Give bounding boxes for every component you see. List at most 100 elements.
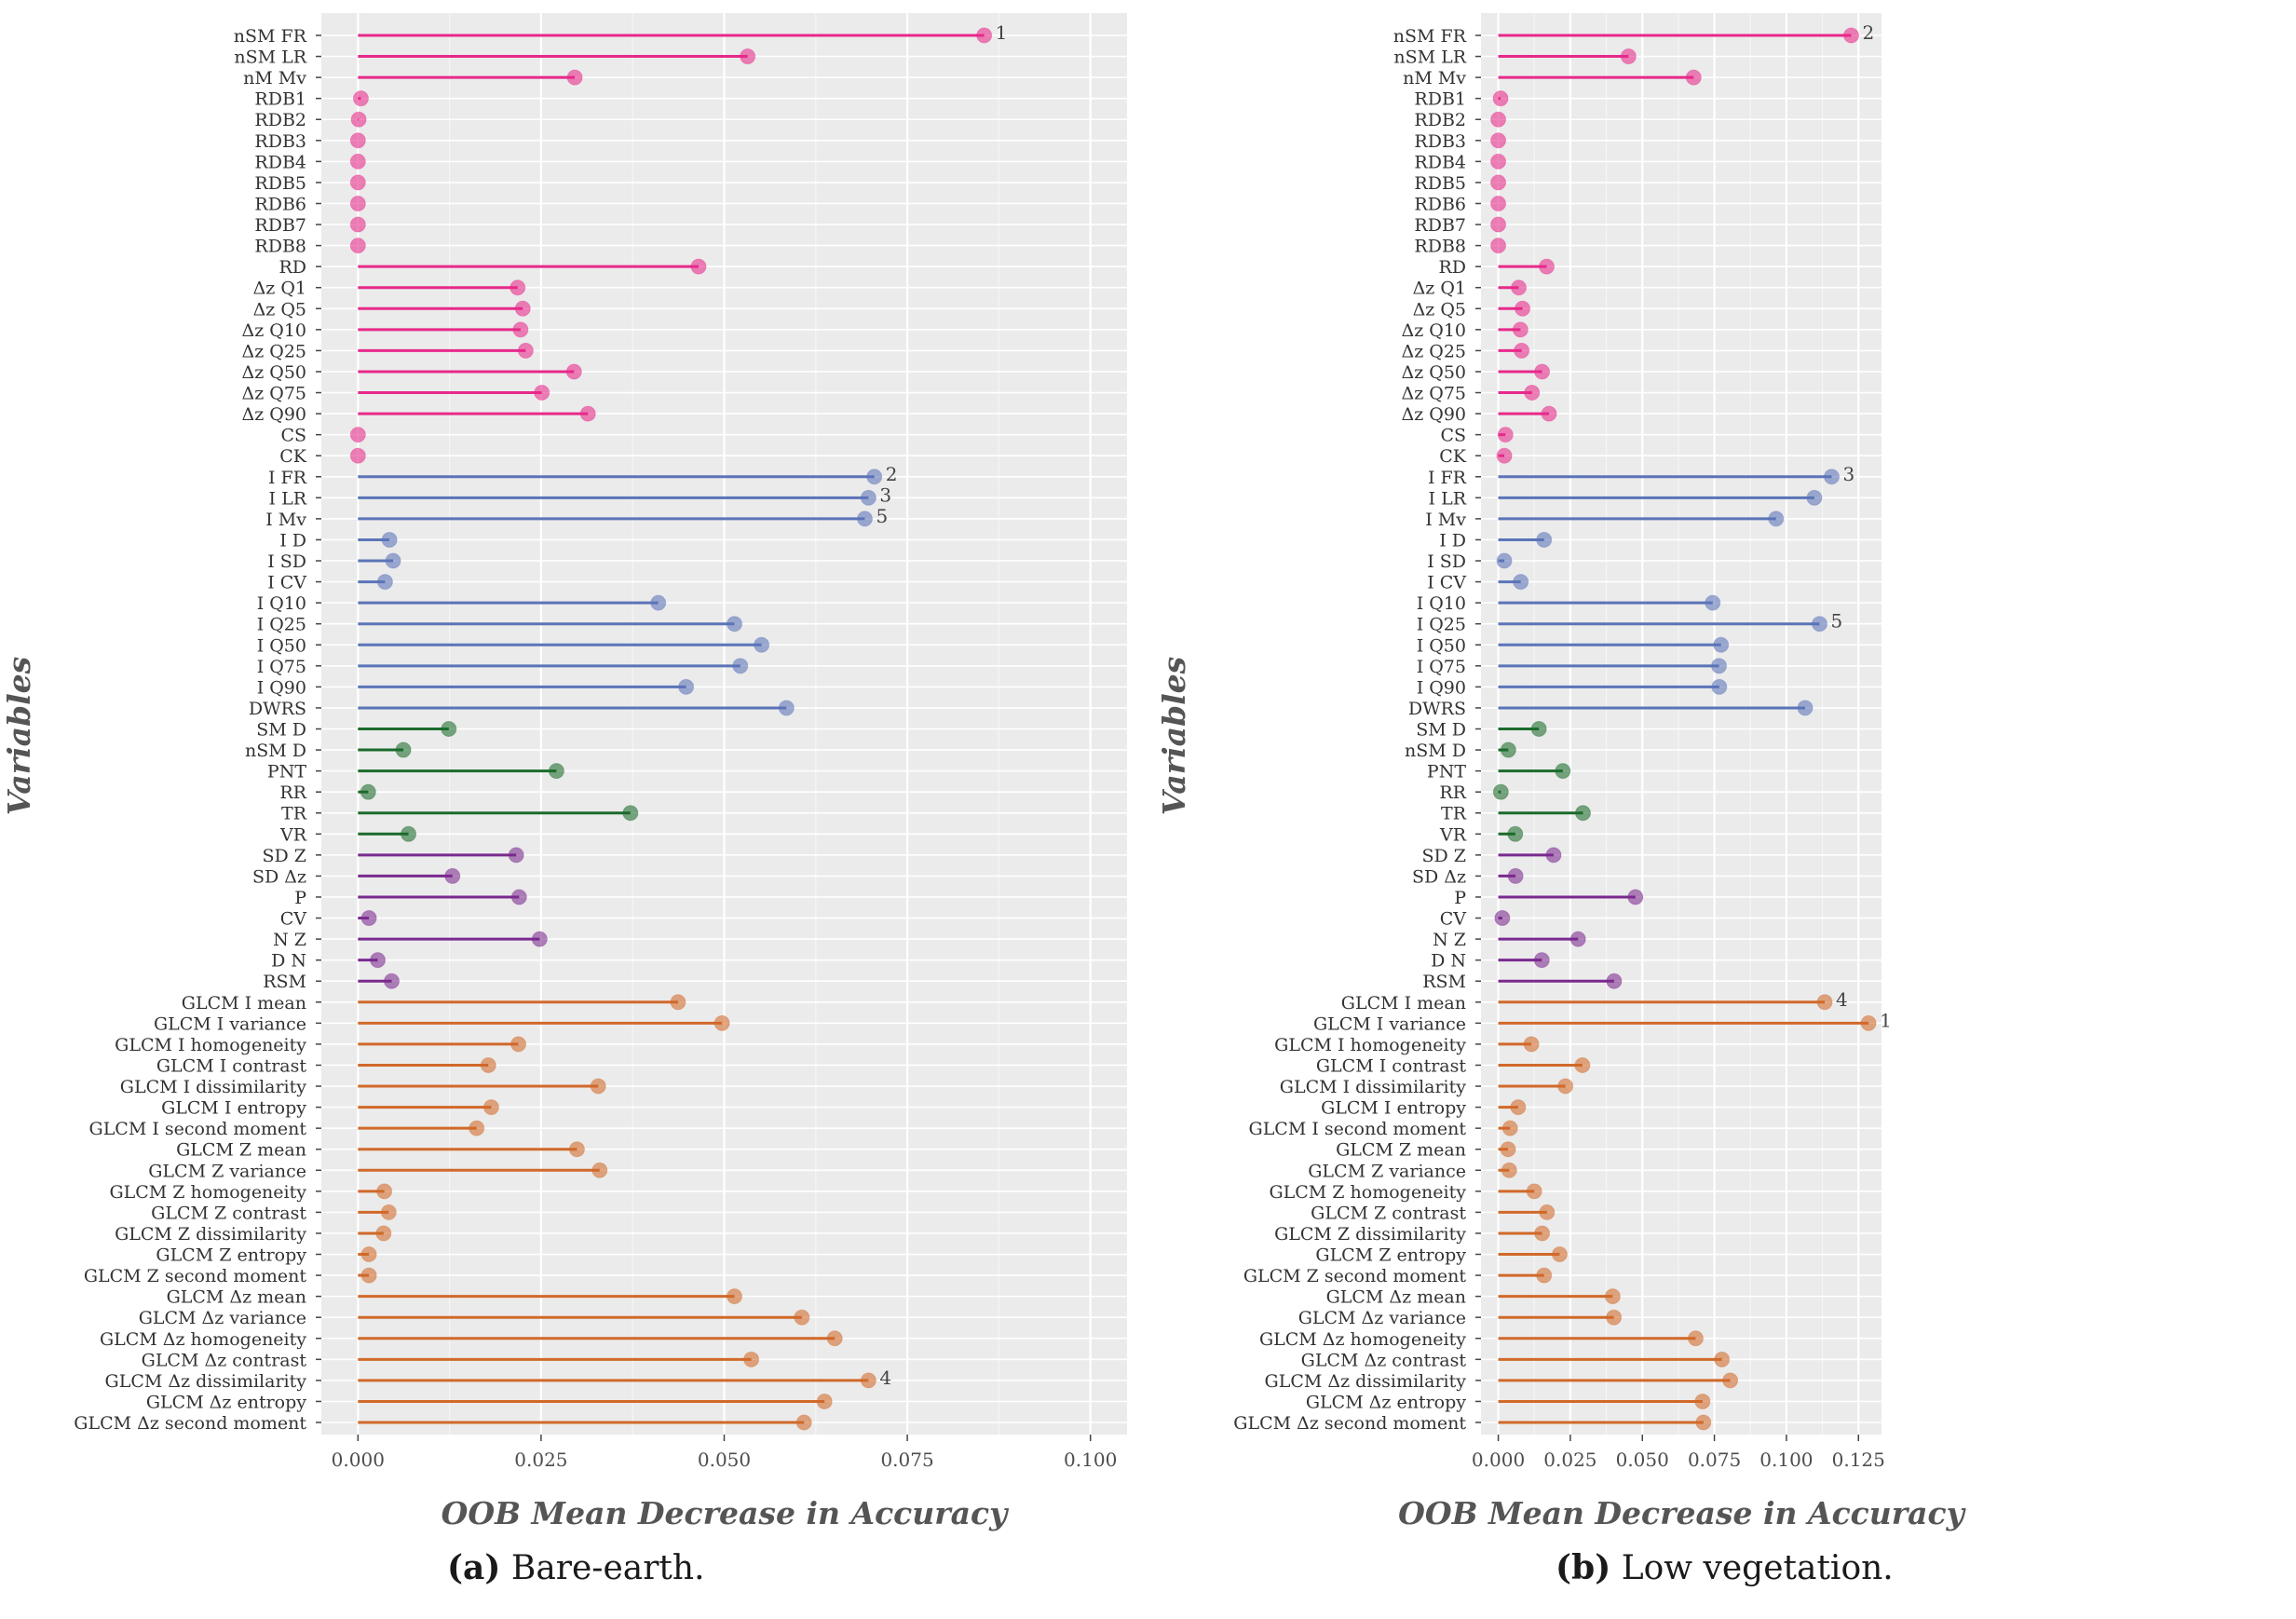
point-n-z — [531, 931, 548, 947]
point-glcm-i-dissimilarity — [1557, 1078, 1574, 1095]
plot-background — [1481, 13, 1882, 1435]
y-tick-label-ck: CK — [279, 446, 307, 467]
point-i-q50 — [754, 636, 770, 653]
point-rr — [360, 783, 376, 800]
y-axis-title: Variables — [1156, 657, 1192, 815]
point-rdb7 — [1490, 216, 1507, 233]
point-glcm-i-second-moment — [1501, 1120, 1518, 1136]
y-tick-label-tr: TR — [1441, 804, 1467, 824]
point-p — [510, 889, 527, 905]
y-tick-label-z-q1: Δz Q1 — [1413, 279, 1466, 299]
x-tick-label: 0.050 — [1616, 1449, 1669, 1471]
y-tick-label-rdb8: RDB8 — [254, 237, 306, 257]
y-tick-label-rdb4: RDB4 — [254, 152, 306, 172]
point-glcm-z-dissimilarity — [860, 1372, 876, 1389]
point-glcm-i-contrast — [1574, 1056, 1591, 1073]
point-glcm-z-homogeneity — [826, 1330, 843, 1347]
rank-label-3: 3 — [879, 483, 891, 506]
point-rdb8 — [349, 238, 366, 254]
point-nsm-d — [395, 741, 412, 758]
point-i-q25 — [1811, 616, 1827, 633]
point-glcm-i-variance — [1860, 1014, 1877, 1031]
y-tick-label-glcm-z-variance: GLCM Z variance — [148, 1161, 306, 1181]
point-glcm-z-mean — [1604, 1288, 1621, 1305]
y-tick-label-glcm-i-homogeneity: GLCM I homogeneity — [1274, 1035, 1466, 1055]
point-pnt — [548, 763, 564, 780]
point-nsm-fr — [1843, 27, 1860, 44]
y-tick-label-glcm-z-variance: GLCM Δz variance — [1298, 1308, 1466, 1328]
point-glcm-z-second-moment — [1536, 1267, 1553, 1284]
point-glcm-z-entropy — [360, 1246, 377, 1263]
y-tick-label-i-d: I D — [279, 530, 306, 551]
y-tick-label-cv: CV — [280, 909, 307, 930]
x-tick-label: 0.125 — [1832, 1449, 1885, 1471]
y-tick-label-i-mv: I Mv — [1425, 510, 1466, 530]
y-tick-label-d-n: D N — [1431, 951, 1466, 972]
point-glcm-i-mean — [670, 994, 686, 1011]
y-tick-label-glcm-z-mean: GLCM Δz mean — [167, 1287, 306, 1308]
y-tick-label-glcm-z-mean: GLCM Z mean — [176, 1140, 306, 1161]
point-glcm-z-mean — [1500, 1141, 1516, 1158]
point-z-q1 — [509, 279, 526, 296]
rank-label-4: 4 — [1836, 988, 1848, 1011]
y-axis-title: Variables — [1, 657, 37, 815]
point-tr — [1575, 805, 1592, 822]
point-glcm-z-mean — [568, 1141, 585, 1158]
caption-b-label: (b) — [1556, 1548, 1611, 1587]
y-tick-label-glcm-z-entropy: GLCM Δz entropy — [1306, 1392, 1466, 1412]
point-i-lr — [1806, 489, 1823, 506]
y-tick-label-glcm-z-dissimilarity: GLCM Δz dissimilarity — [105, 1371, 307, 1392]
point-z-q75 — [1524, 385, 1541, 401]
y-tick-label-dwrs: DWRS — [249, 699, 306, 719]
y-tick-label-i-q25: I Q25 — [1417, 615, 1466, 635]
y-tick-label-nsm-d: nSM D — [245, 741, 306, 761]
y-tick-label-glcm-i-homogeneity: GLCM I homogeneity — [115, 1035, 306, 1055]
y-tick-label-rdb1: RDB1 — [1414, 89, 1466, 110]
y-tick-label-pnt: PNT — [267, 762, 306, 782]
y-tick-label-rdb4: RDB4 — [1414, 152, 1466, 172]
point-sd-z — [1545, 847, 1562, 864]
y-tick-label-glcm-z-mean: GLCM Δz mean — [1326, 1287, 1466, 1308]
y-tick-label-i-lr: I LR — [1429, 488, 1467, 509]
y-tick-label-rdb2: RDB2 — [1414, 110, 1466, 130]
y-tick-label-i-fr: I FR — [268, 468, 307, 488]
point-i-q90 — [1711, 678, 1728, 695]
point-glcm-z-entropy — [1694, 1393, 1711, 1409]
rank-label-5: 5 — [1830, 610, 1842, 633]
point-nm-mv — [566, 69, 583, 86]
y-tick-label-rdb6: RDB6 — [1414, 194, 1466, 214]
point-glcm-z-homogeneity — [376, 1183, 393, 1200]
y-tick-label-glcm-z-mean: GLCM Z mean — [1336, 1140, 1466, 1161]
point-z-q1 — [1511, 279, 1528, 296]
y-tick-label-nsm-d: nSM D — [1405, 741, 1466, 761]
y-tick-label-glcm-z-entropy: GLCM Δz entropy — [146, 1392, 306, 1412]
y-tick-label-nsm-fr: nSM FR — [1393, 26, 1467, 47]
point-rsm — [1606, 973, 1623, 989]
point-sd-z — [508, 847, 524, 864]
point-z-q75 — [534, 385, 550, 401]
y-tick-label-nm-mv: nM Mv — [243, 68, 306, 88]
y-tick-label-rdb6: RDB6 — [254, 194, 306, 214]
point-glcm-z-contrast — [743, 1351, 760, 1367]
point-cs — [1497, 427, 1514, 443]
y-tick-label-glcm-z-second-moment: GLCM Z second moment — [1243, 1266, 1467, 1286]
y-tick-label-glcm-i-second-moment: GLCM I second moment — [89, 1119, 307, 1139]
point-p — [1627, 889, 1644, 905]
caption-a: (a) Bare-earth. — [447, 1548, 705, 1587]
y-tick-label-i-q10: I Q10 — [1417, 593, 1466, 614]
y-tick-label-nsm-fr: nSM FR — [234, 26, 307, 47]
y-tick-label-z-q25: Δz Q25 — [1401, 341, 1466, 361]
point-d-n — [1533, 952, 1550, 969]
point-z-q10 — [512, 321, 529, 338]
point-z-q10 — [1512, 321, 1528, 338]
point-pnt — [1555, 763, 1571, 780]
point-i-q50 — [1713, 636, 1730, 653]
point-d-n — [370, 952, 387, 969]
y-tick-label-cv: CV — [1440, 909, 1467, 930]
y-tick-label-p: P — [294, 888, 306, 908]
y-tick-label-glcm-z-second-moment: GLCM Δz second moment — [1233, 1413, 1466, 1434]
y-tick-label-rr: RR — [1439, 782, 1466, 803]
point-i-q75 — [732, 658, 749, 674]
y-tick-label-z-q50: Δz Q50 — [241, 362, 306, 383]
y-tick-label-rd: RD — [279, 257, 306, 278]
